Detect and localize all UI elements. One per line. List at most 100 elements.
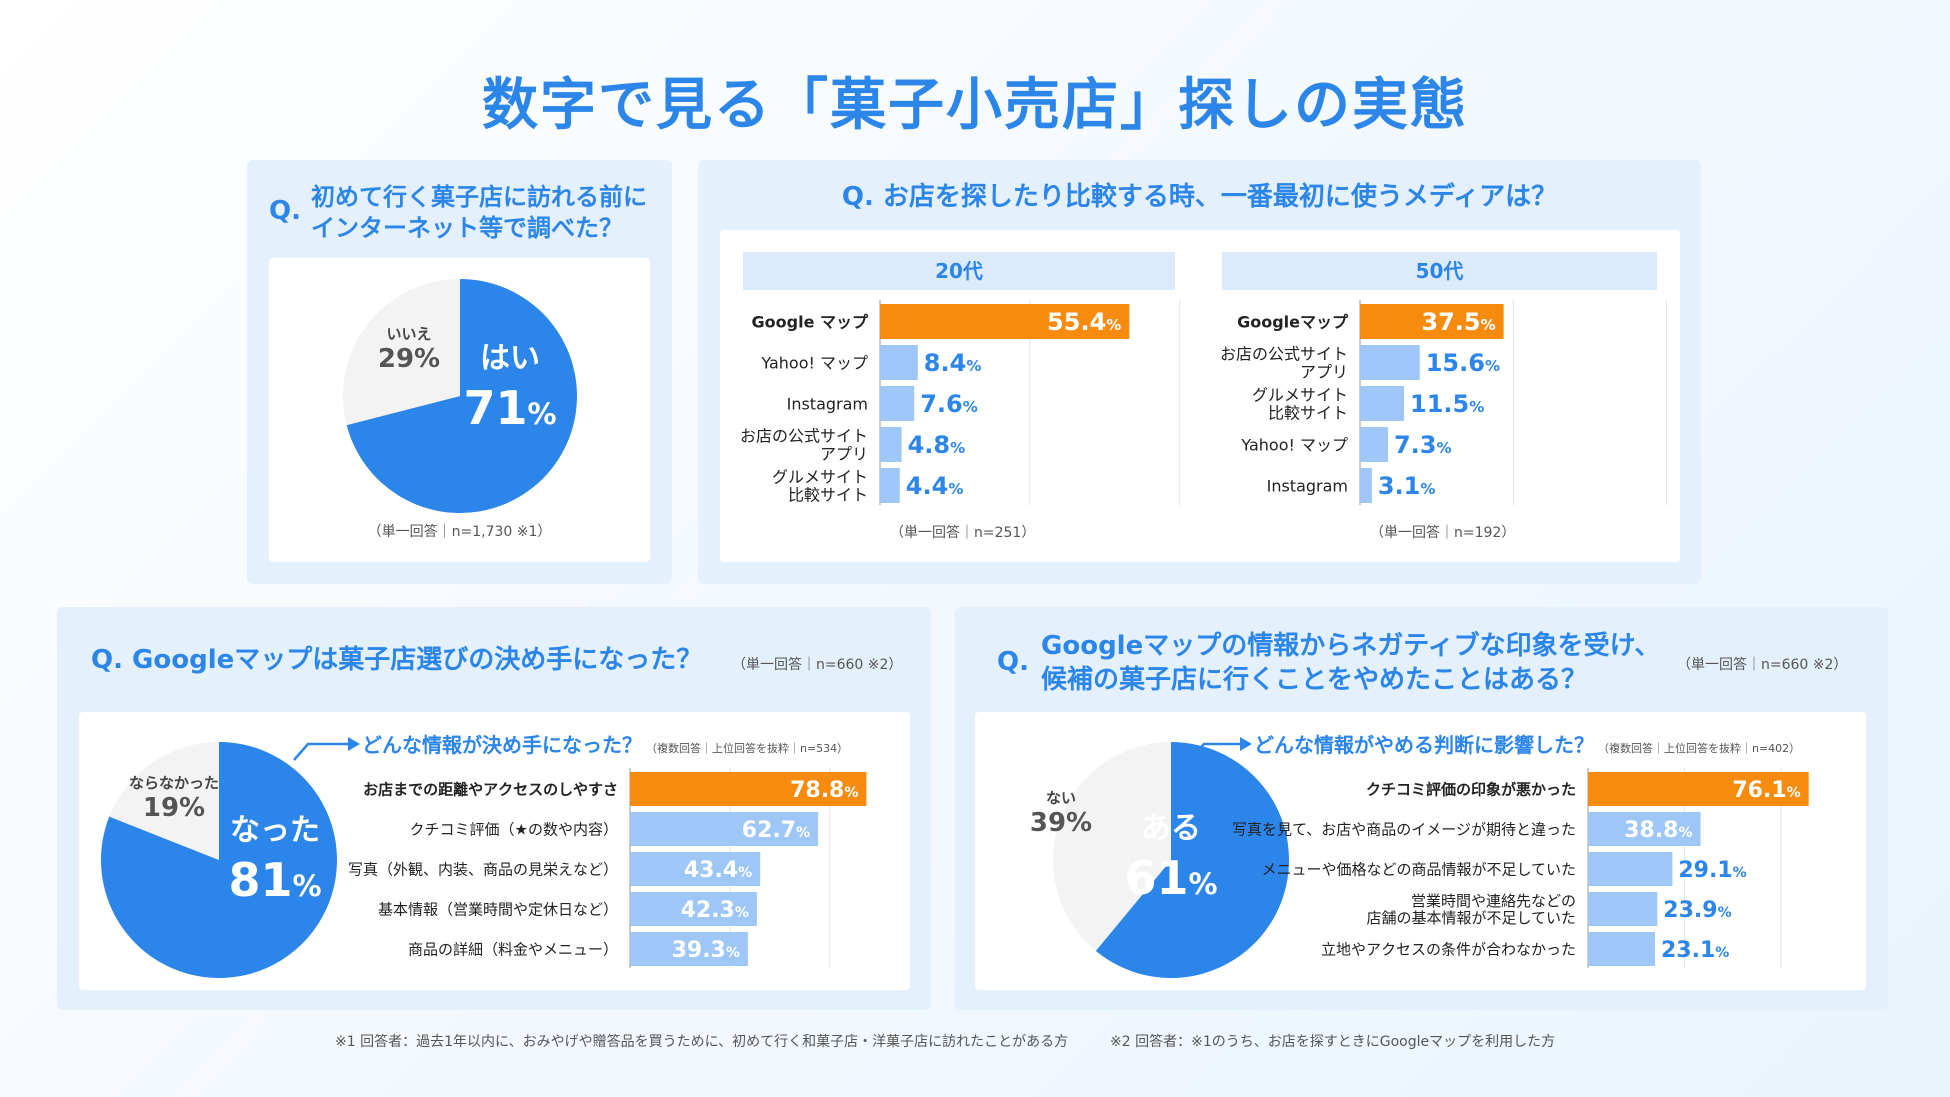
bar-value-label: 29.1% [1678, 858, 1746, 883]
note-research: （単一回答｜n=1,730 ※1） [367, 524, 552, 540]
pie-slice-other [109, 742, 219, 860]
bar-value-label: 76.1% [1732, 778, 1800, 803]
bar [630, 812, 819, 846]
bar [880, 427, 902, 462]
bar-value-label: 39.3% [672, 938, 740, 963]
category-label: Instagram [1267, 476, 1348, 495]
category-label: アプリ [1300, 362, 1348, 381]
category-label: グルメサイト [772, 467, 868, 486]
category-label: Instagram [787, 394, 868, 413]
bar [1588, 772, 1809, 806]
category-label: Google マップ [752, 312, 869, 331]
chart-subtitle: どんな情報がやめる判断に影響した？ [1254, 733, 1594, 757]
bar [1360, 386, 1405, 421]
bar-value-label: 4.4% [906, 472, 964, 500]
question-line: 候補の菓子店に行くことをやめたことはある？ [1041, 665, 1588, 695]
bar [1360, 427, 1388, 462]
footnote-2: ※2 回答者：※1のうち、お店を探すときにGoogleマップを利用した方 [1110, 1034, 1556, 1050]
q-mark: Q. [91, 645, 123, 675]
category-label: グルメサイト [1252, 385, 1348, 404]
pie-label-main: ある [1141, 811, 1201, 846]
bar [880, 345, 918, 380]
pie-value-other: 29% [378, 344, 440, 374]
q-mark: Q. [269, 196, 301, 226]
pie-label-other: いいえ [386, 325, 431, 343]
bar-value-label: 7.3% [1394, 431, 1452, 459]
pie-slice-other [1052, 742, 1171, 951]
bar [880, 468, 900, 503]
note-20s: （単一回答｜n=251） [890, 525, 1036, 541]
bar-value-label: 62.7% [742, 818, 810, 843]
bar [1360, 304, 1504, 339]
bar [1360, 345, 1420, 380]
category-label: お店の公式サイト [740, 426, 868, 445]
bar-value-label: 43.4% [684, 858, 752, 883]
category-label: お店の公式サイト [1220, 344, 1348, 363]
question-line: Googleマップは菓子店選びの決め手になった？ [132, 645, 703, 675]
q-mark: Q. [997, 647, 1029, 677]
category-label: メニューや価格などの商品情報が不足していた [1261, 860, 1576, 878]
bar-value-label: 8.4% [924, 349, 982, 377]
category-label: お店までの距離やアクセスのしやすさ [363, 780, 618, 798]
chart-subnote: （複数回答｜上位回答を抜粋｜n=534） [646, 741, 848, 755]
chart-subtitle: どんな情報が決め手になった？ [362, 733, 642, 757]
note-negative: （単一回答｜n=660 ※2） [1677, 657, 1848, 673]
bar [880, 304, 1130, 339]
pie-label-main: はい [480, 341, 540, 376]
pie-value-other: 19% [143, 793, 205, 823]
page-title: 数字で見る「菓子小売店」探しの実態 [482, 73, 1468, 138]
card-media: 20代 50代 （単一回答｜n=251） （単一回答｜n=192） [720, 230, 1680, 562]
pie-value-other: 39% [1030, 808, 1092, 838]
category-label: Yahoo! マップ [1240, 435, 1348, 454]
arrow-head [348, 737, 360, 751]
question-research: 初めて行く菓子店に訪れる前に インターネット等で調べた？ [311, 182, 647, 244]
category-label: 写真（外観、内装、商品の見栄えなど） [348, 860, 618, 878]
question-decisive: Q. Googleマップは菓子店選びの決め手になった？ [91, 645, 702, 676]
question-line: 初めて行く菓子店に訪れる前に [311, 183, 647, 211]
arrow-head [1240, 737, 1252, 751]
bar [1588, 812, 1701, 846]
bar [630, 772, 867, 806]
bar [1588, 852, 1673, 886]
note-50s: （単一回答｜n=192） [1370, 525, 1516, 541]
question-negative: Googleマップの情報からネガティブな印象を受け、 候補の菓子店に行くことをや… [1041, 629, 1660, 697]
category-label: 商品の詳細（料金やメニュー） [408, 940, 618, 958]
bar [1360, 468, 1372, 503]
pie-slice-main [346, 279, 577, 513]
q-mark: Q. [841, 182, 874, 212]
column-header-50s: 50代 [1222, 252, 1657, 290]
footnote-1: ※1 回答者：過去1年以内に、おみやげや贈答品を買うために、初めて行く和菓子店・… [335, 1034, 1069, 1050]
bar [630, 932, 748, 966]
note-decisive: （単一回答｜n=660 ※2） [732, 657, 903, 673]
category-label: Yahoo! マップ [760, 353, 868, 372]
category-label: 比較サイト [1268, 403, 1348, 422]
pie-value-main: 71% [463, 381, 556, 435]
bar [1588, 892, 1658, 926]
bar-value-label: 11.5% [1410, 390, 1484, 418]
category-label: クチコミ評価の印象が悪かった [1366, 780, 1576, 798]
category-label: 比較サイト [788, 485, 868, 504]
pie-slice-other [343, 279, 460, 426]
category-label: クチコミ評価（★の数や内容） [410, 820, 618, 838]
bar-value-label: 42.3% [681, 898, 749, 923]
arrow-line [293, 742, 350, 761]
category-label: Googleマップ [1237, 312, 1349, 331]
question-line: インターネット等で調べた？ [311, 214, 623, 242]
category-label: 営業時間や連絡先などの [1411, 892, 1576, 910]
column-header-20s: 20代 [743, 252, 1175, 290]
bar [630, 852, 761, 886]
category-label: 立地やアクセスの条件が合わなかった [1321, 940, 1576, 958]
pie-value-main: 61% [1124, 851, 1217, 905]
bar-value-label: 23.1% [1661, 938, 1729, 963]
category-label: アプリ [820, 444, 868, 463]
category-label: 写真を見て、お店や商品のイメージが期待と違った [1232, 820, 1576, 838]
bar [630, 892, 757, 926]
pie-label-other: ならなかった [129, 774, 219, 792]
bar-value-label: 15.6% [1426, 349, 1500, 377]
bar [880, 386, 915, 421]
bar-value-label: 38.8% [1624, 818, 1692, 843]
question-line: Googleマップの情報からネガティブな印象を受け、 [1041, 631, 1661, 661]
bar-value-label: 7.6% [920, 390, 978, 418]
bar [1588, 932, 1655, 966]
category-label: 店舗の基本情報が不足していた [1366, 909, 1576, 927]
